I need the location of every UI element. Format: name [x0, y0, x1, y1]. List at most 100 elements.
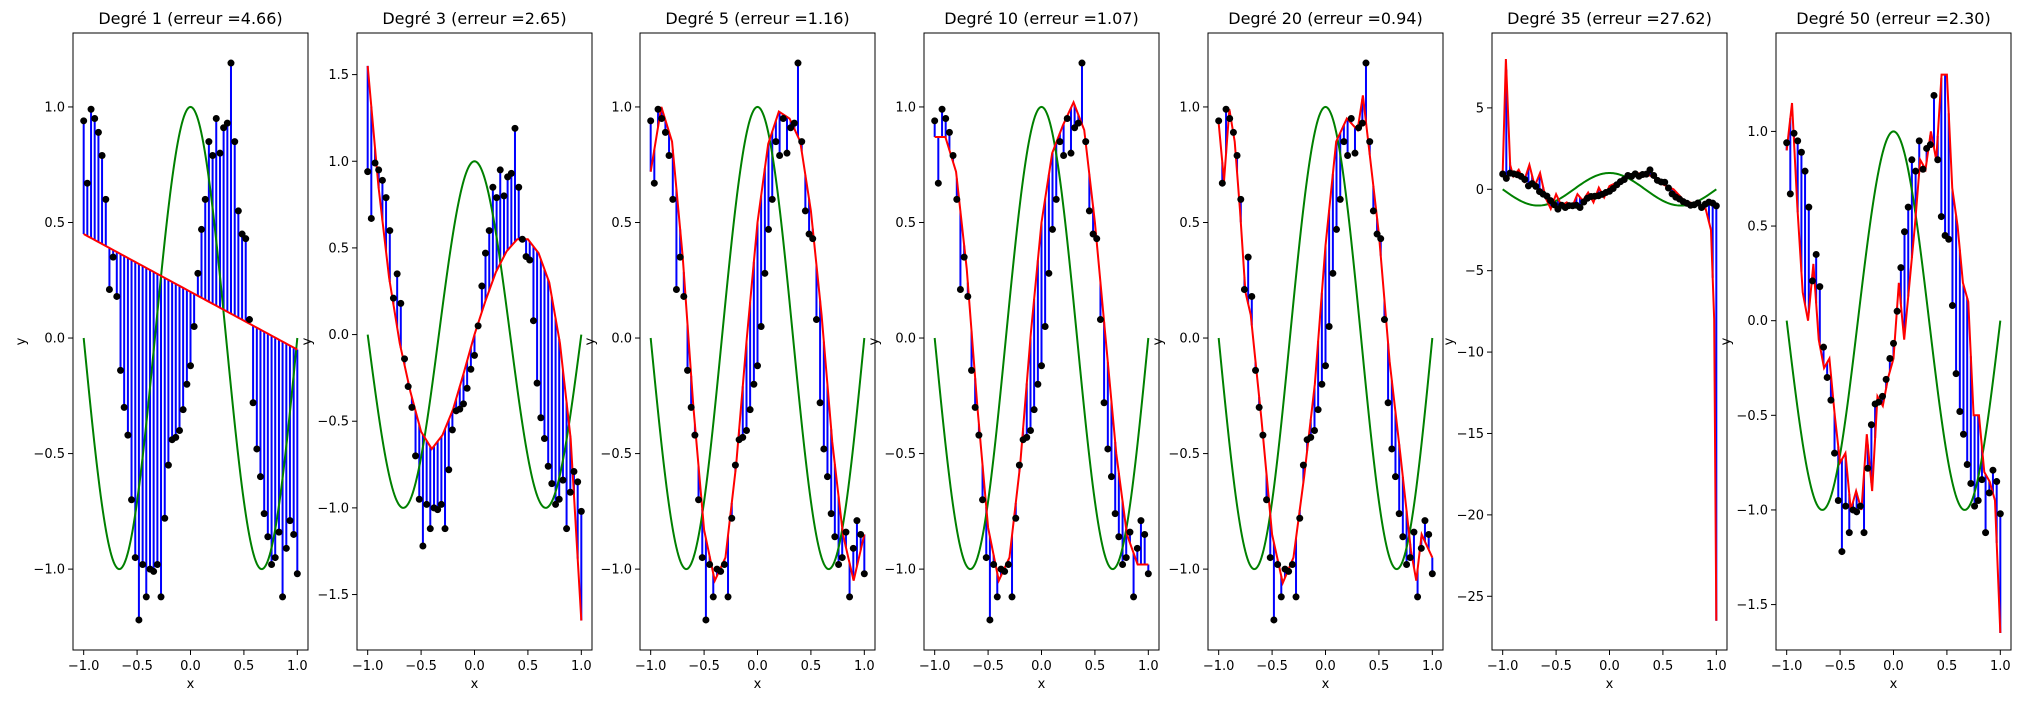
sample-point: [1038, 362, 1045, 370]
sample-point: [375, 166, 383, 174]
sample-point: [1318, 380, 1326, 388]
sample-point: [275, 528, 283, 536]
sample-point: [1093, 235, 1101, 243]
sample-point: [463, 384, 471, 392]
sample-point: [1860, 529, 1868, 537]
sample-point: [842, 528, 850, 536]
x-tick-label: 0.5: [1085, 659, 1106, 674]
sample-point: [787, 124, 795, 132]
y-tick-label: −5: [1465, 264, 1484, 279]
sample-point: [1100, 399, 1108, 407]
sample-point: [1314, 406, 1322, 414]
y-axis-label: y: [1151, 337, 1166, 345]
sample-point: [271, 554, 279, 562]
x-tick-label: 1.0: [1138, 659, 1159, 674]
sample-point: [98, 151, 106, 159]
sample-point: [1952, 370, 1960, 378]
sample-point: [1333, 225, 1341, 233]
sample-point: [117, 366, 125, 374]
sample-point: [1842, 502, 1850, 510]
x-tick-label: 1.0: [287, 659, 308, 674]
sample-point: [1834, 496, 1842, 504]
sample-point: [1233, 151, 1241, 159]
sample-point: [1937, 213, 1945, 221]
sample-point: [1790, 129, 1798, 137]
sample-point: [511, 124, 519, 132]
sample-point: [1259, 431, 1267, 439]
sample-point: [765, 225, 773, 233]
sample-point: [706, 560, 714, 568]
sample-point: [1812, 250, 1820, 258]
sample-point: [1015, 461, 1023, 469]
true-function-line: [366, 160, 583, 509]
sample-point: [1428, 570, 1436, 578]
sample-point: [1049, 225, 1057, 233]
sample-point: [1141, 530, 1149, 538]
sample-point: [279, 593, 287, 601]
sample-point: [419, 542, 427, 550]
sample-point: [647, 117, 655, 125]
sample-point: [1864, 464, 1872, 472]
sample-point: [849, 544, 857, 552]
subplot-title: Degré 3 (erreur =2.65): [382, 9, 566, 28]
sample-point: [1252, 366, 1260, 374]
sample-point: [496, 166, 504, 174]
sample-point: [1310, 426, 1318, 434]
sample-point: [1078, 59, 1086, 67]
sample-point: [1222, 105, 1230, 113]
x-tick-label: −1.0: [352, 659, 384, 674]
sample-point: [485, 227, 493, 235]
y-tick-label: −1.5: [1736, 598, 1768, 613]
sample-point: [960, 253, 968, 261]
sample-point: [665, 151, 673, 159]
x-axis-label: x: [1606, 677, 1614, 692]
sample-point: [754, 362, 761, 370]
sample-point: [426, 525, 434, 533]
sample-point: [1045, 269, 1053, 277]
sample-point: [1104, 445, 1112, 453]
subplot-7: −1.0 −0.5 0.0 0.5 1.0 −1.5 −1.0 −0.5 0.0 0.5 1.0 De…: [1719, 9, 2012, 692]
sample-point: [142, 593, 150, 601]
x-tick-label: −0.5: [1540, 659, 1572, 674]
sample-point: [691, 431, 699, 439]
sample-point: [1325, 322, 1333, 330]
sample-point: [1034, 380, 1042, 388]
sample-point: [1119, 560, 1127, 568]
y-tick-label: 0.5: [1747, 220, 1768, 235]
sample-point: [953, 195, 961, 203]
sample-point: [794, 59, 802, 67]
sample-point: [1403, 560, 1411, 568]
sample-point: [1820, 343, 1828, 351]
sample-point: [831, 533, 839, 541]
y-tick-label: −1.0: [1736, 503, 1768, 518]
y-tick-label: 1.0: [1179, 100, 1200, 115]
sample-point: [577, 507, 585, 515]
sample-point: [448, 426, 456, 434]
sample-point: [216, 149, 224, 157]
sample-point: [83, 179, 91, 187]
sample-point: [1694, 199, 1702, 207]
sample-point: [212, 115, 220, 123]
sample-point: [1107, 473, 1115, 481]
x-tick-label: 0.0: [747, 659, 768, 674]
sample-point: [198, 225, 206, 233]
y-axis-label: y: [583, 337, 598, 345]
sample-point: [238, 230, 246, 238]
sample-point: [367, 214, 375, 222]
sample-point: [179, 406, 187, 414]
sample-point: [1270, 616, 1278, 624]
sample-point: [1391, 473, 1399, 481]
x-tick-label: −1.0: [635, 659, 667, 674]
model-fit-line: [934, 99, 1149, 584]
sample-point: [1543, 192, 1551, 200]
sample-point: [555, 495, 563, 503]
sample-point: [1901, 228, 1909, 236]
y-tick-label: 0.0: [44, 332, 65, 347]
y-tick-label: −0.5: [600, 447, 632, 462]
sample-point: [702, 616, 710, 624]
sample-point: [87, 105, 95, 113]
sample-point: [945, 128, 953, 136]
y-tick-label: 0.5: [44, 216, 65, 231]
sample-point: [1137, 517, 1145, 525]
